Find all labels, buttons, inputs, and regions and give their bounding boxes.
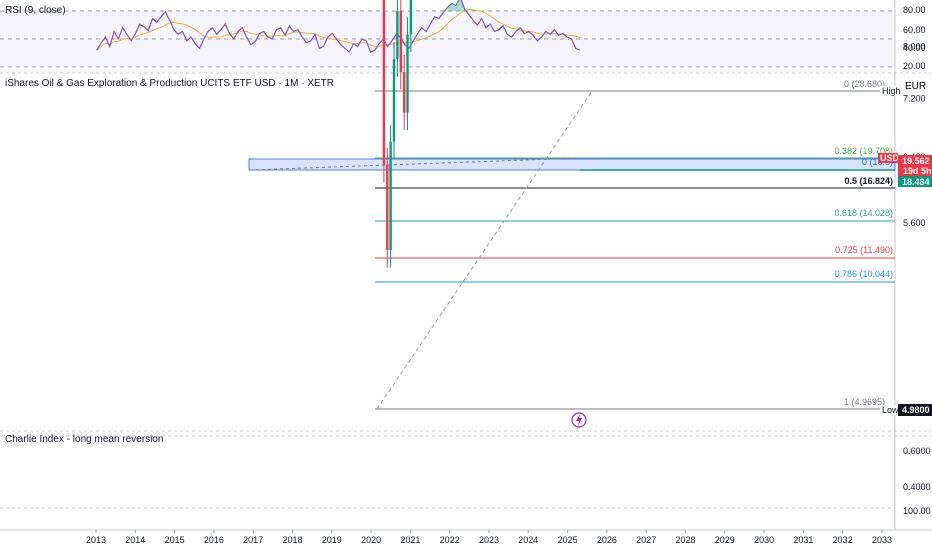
candle xyxy=(409,0,413,52)
low-tag xyxy=(880,405,898,415)
fib-label-500: 0.5 (16.824) xyxy=(844,176,893,186)
chart-title: iShares Oil & Gas Exploration & Producti… xyxy=(5,78,334,89)
candle xyxy=(403,55,406,131)
rsi-tick: 40.00 xyxy=(903,43,926,53)
indicator-title: Charlie Index - long mean reversion xyxy=(5,434,163,445)
level-price: 18.484 xyxy=(902,177,930,187)
high-label: High xyxy=(882,86,901,96)
time-tick-label: 2019 xyxy=(322,535,342,545)
fib-label-zone: 0 (18.5) xyxy=(862,157,893,167)
fib-label-1: 1 (4.9695) xyxy=(844,397,885,407)
time-tick-label: 2031 xyxy=(793,535,813,545)
lightning-icon[interactable] xyxy=(571,412,587,428)
time-tick-label: 2016 xyxy=(204,535,224,545)
time-tick-label: 2013 xyxy=(86,535,106,545)
candle xyxy=(406,17,409,131)
indicator-tick: 0.6000 xyxy=(903,446,931,456)
fib-label-382: 0.382 (19.708) xyxy=(834,146,893,156)
time-tick-label: 2028 xyxy=(675,535,695,545)
low-label: Low xyxy=(882,405,899,415)
candle xyxy=(396,0,399,77)
indicator-tick: 0.4000 xyxy=(903,482,931,492)
time-tick-label: 2014 xyxy=(125,535,145,545)
rsi-signal-line xyxy=(96,8,581,51)
highlight-zone[interactable] xyxy=(248,158,896,171)
time-tick-label: 2020 xyxy=(361,535,381,545)
time-tick-label: 2023 xyxy=(479,535,499,545)
level-price-tag: 18.484 xyxy=(898,176,932,187)
candle xyxy=(389,124,392,268)
low-price: 4.9800 xyxy=(902,405,930,415)
indicator-tick: 100.00 xyxy=(903,506,931,516)
rsi-tick: 60.00 xyxy=(903,25,926,35)
current-price: 19.562 xyxy=(902,156,930,166)
time-tick-label: 2030 xyxy=(754,535,774,545)
rsi-title: RSI (9, close) xyxy=(5,5,66,16)
time-tick-label: 2018 xyxy=(282,535,302,545)
time-tick-label: 2024 xyxy=(518,535,538,545)
time-tick-label: 2021 xyxy=(400,535,420,545)
fib-label-786: 0.786 (10.044) xyxy=(834,269,893,279)
time-tick-label: 2026 xyxy=(597,535,617,545)
fib-label-0: 0 (28.680) xyxy=(844,79,885,89)
candle xyxy=(386,147,389,268)
time-tick-label: 2027 xyxy=(636,535,656,545)
time-tick-label: 2017 xyxy=(243,535,263,545)
rsi-tick: 20.00 xyxy=(903,61,926,71)
current-price-tag: USD 19.562 19d 5h xyxy=(878,153,932,176)
countdown: 19d 5h xyxy=(903,166,932,176)
price-tick: 7.200 xyxy=(903,94,926,104)
rsi-tick: 80.00 xyxy=(903,5,926,15)
time-tick-label: 2015 xyxy=(165,535,185,545)
candle xyxy=(399,0,402,90)
time-tick-label: 2022 xyxy=(440,535,460,545)
candle xyxy=(382,0,386,183)
rsi-line xyxy=(96,0,581,54)
low-price-tag: 4.9800 xyxy=(898,404,932,416)
fib-label-725: 0.725 (11.490) xyxy=(835,245,893,255)
rsi-overbought-fill xyxy=(447,0,469,11)
time-tick-label: 2029 xyxy=(715,535,735,545)
high-tag xyxy=(880,86,898,96)
currency-label[interactable]: EUR xyxy=(905,81,926,92)
time-tick-label: 2032 xyxy=(833,535,853,545)
current-symbol: USD xyxy=(880,153,900,163)
rsi-plot xyxy=(96,0,581,54)
time-tick-label: 2025 xyxy=(558,535,578,545)
trend-line-dashed[interactable] xyxy=(249,157,581,171)
fib-label-618: 0.618 (14.028) xyxy=(834,208,893,218)
candles xyxy=(382,0,413,268)
time-tick-label: 2033 xyxy=(872,535,892,545)
price-tick: 5.600 xyxy=(903,218,926,228)
fib-trend-line[interactable] xyxy=(376,90,593,410)
time-axis[interactable]: 2013 2014 2015 2016 2017 2018 2019 2020 2021 2022… xyxy=(86,530,892,545)
price-tick: 8.000 xyxy=(903,42,926,52)
candle xyxy=(392,42,396,160)
